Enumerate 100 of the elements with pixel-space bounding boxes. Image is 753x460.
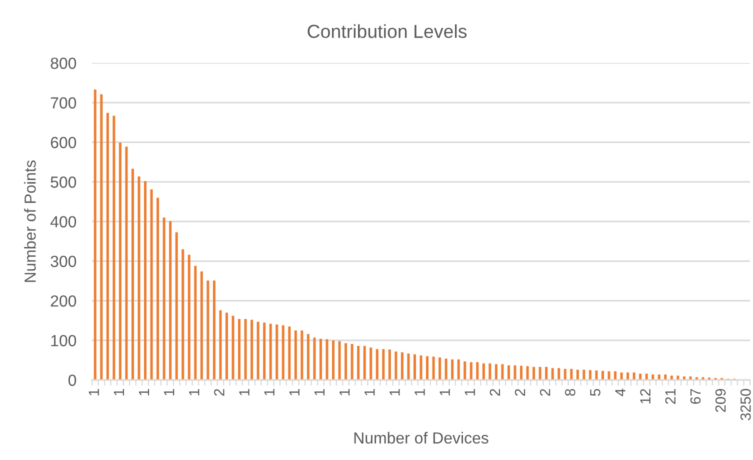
bar xyxy=(464,361,466,380)
bar xyxy=(125,146,128,380)
bar xyxy=(344,343,348,380)
x-tick-label: 8 xyxy=(564,388,576,396)
y-tick-label: 500 xyxy=(50,176,76,188)
bar xyxy=(494,364,498,380)
bar xyxy=(156,198,160,380)
bar xyxy=(238,318,241,380)
bar xyxy=(507,365,510,380)
bar xyxy=(162,218,166,380)
bar xyxy=(118,142,122,380)
bar xyxy=(558,368,560,380)
x-tick-label: 2 xyxy=(514,389,526,396)
bar xyxy=(526,366,529,380)
bar xyxy=(288,326,291,380)
bar xyxy=(514,365,516,380)
x-tick-label: 209 xyxy=(715,389,726,412)
bar xyxy=(112,116,116,380)
bar xyxy=(545,366,548,380)
chart-title: Contribution Levels xyxy=(308,24,467,38)
bar xyxy=(357,346,360,380)
bar xyxy=(350,344,354,380)
bar xyxy=(608,371,610,380)
bar xyxy=(570,368,573,380)
bar xyxy=(614,371,617,380)
bar xyxy=(639,374,642,380)
bar xyxy=(457,359,460,380)
bar xyxy=(451,359,454,380)
bar xyxy=(482,363,485,380)
y-tick-label: 200 xyxy=(50,295,76,307)
bar xyxy=(370,348,372,380)
x-tick-label: 1 xyxy=(464,389,475,396)
bar xyxy=(388,349,391,380)
bar xyxy=(232,316,234,380)
y-tick-label: 800 xyxy=(50,58,76,69)
bar xyxy=(319,338,322,380)
x-tick-label: 1 xyxy=(364,389,375,396)
bar xyxy=(326,339,328,380)
x-tick-label: 4 xyxy=(615,388,626,396)
bar xyxy=(476,362,479,380)
x-tick-label: 2 xyxy=(214,389,224,396)
bar xyxy=(426,356,429,380)
bar xyxy=(400,352,404,380)
x-tick-label: 1 xyxy=(289,389,300,396)
bar xyxy=(538,366,542,380)
y-tick-label: 700 xyxy=(50,97,76,109)
bar xyxy=(169,221,172,380)
bar xyxy=(551,368,554,380)
bar xyxy=(501,364,504,380)
bar xyxy=(588,370,592,380)
bar xyxy=(363,346,366,380)
bar xyxy=(420,355,422,380)
bar xyxy=(225,312,228,380)
bar xyxy=(138,176,140,380)
bar xyxy=(94,90,96,380)
bar xyxy=(438,357,442,380)
bar xyxy=(188,254,190,380)
bar xyxy=(620,372,623,380)
bar xyxy=(632,372,636,380)
bar xyxy=(106,112,109,380)
bar xyxy=(645,374,648,380)
bar xyxy=(432,356,435,380)
y-tick-label: 400 xyxy=(50,216,76,228)
x-axis-title: Number of Devices xyxy=(354,432,488,444)
y-tick-label: 600 xyxy=(50,136,76,148)
x-tick-label: 21 xyxy=(665,389,676,404)
x-tick-label: 1 xyxy=(189,389,200,396)
x-tick-label: 3250 xyxy=(740,388,751,420)
bar xyxy=(244,318,247,380)
bar xyxy=(595,370,598,380)
x-tick-label: 1 xyxy=(314,389,325,396)
bar xyxy=(382,349,385,380)
bar xyxy=(626,372,630,380)
bar xyxy=(144,181,147,380)
bar xyxy=(212,280,216,380)
x-tick-label: 1 xyxy=(340,389,350,396)
bar xyxy=(200,271,203,380)
bar xyxy=(332,340,335,380)
bar xyxy=(182,249,184,380)
x-tick-label: 1 xyxy=(139,389,150,396)
bar xyxy=(269,324,272,380)
bar xyxy=(413,354,416,380)
x-tick-label: 67 xyxy=(690,389,701,404)
bar xyxy=(313,338,316,380)
bar xyxy=(601,370,604,380)
bar xyxy=(276,324,278,380)
bar xyxy=(676,376,680,380)
bar xyxy=(407,353,410,380)
bar xyxy=(582,370,586,380)
bar xyxy=(250,320,254,380)
bar xyxy=(576,370,579,380)
y-tick-label: 300 xyxy=(50,256,76,268)
bar xyxy=(532,366,536,380)
y-tick-label: 0 xyxy=(68,374,76,386)
x-tick-label: 1 xyxy=(114,389,124,396)
x-tick-label: 1 xyxy=(264,389,274,396)
bar xyxy=(131,168,134,380)
bar xyxy=(470,362,472,380)
x-tick-label: 1 xyxy=(88,389,99,396)
bar xyxy=(306,334,310,380)
